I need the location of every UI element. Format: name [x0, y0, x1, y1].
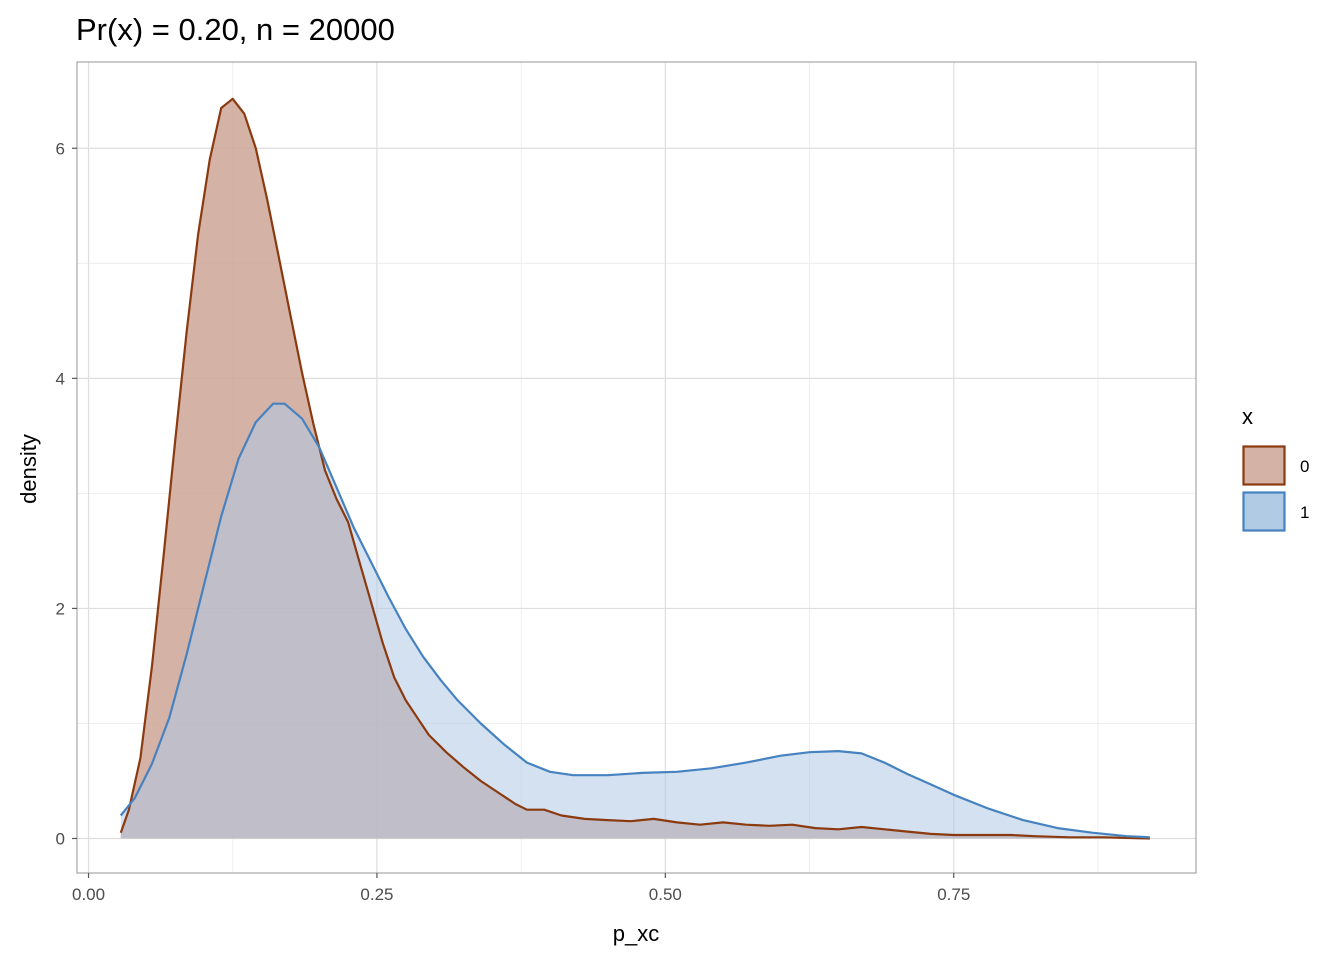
x-tick-label: 0.00	[72, 885, 105, 904]
x-tick-label: 0.50	[649, 885, 682, 904]
plot-panel: 0.00 0.25 0.50 0.75 0 2 4 6	[56, 61, 1197, 904]
density-line-1	[119, 402, 1150, 839]
legend-title: x	[1242, 404, 1253, 429]
legend: x 0 1	[1242, 404, 1309, 532]
x-axis-label: p_xc	[613, 921, 659, 946]
y-tick-label: 2	[56, 599, 65, 618]
legend-label-0: 0	[1300, 457, 1309, 476]
panel-border	[76, 61, 1197, 874]
y-axis-label: density	[16, 434, 41, 504]
y-tick-label: 0	[56, 829, 65, 848]
legend-label-1: 1	[1300, 503, 1309, 522]
chart-title: Pr(x) = 0.20, n = 20000	[76, 12, 395, 47]
legend-key-0	[1242, 445, 1286, 486]
x-tick-label: 0.75	[937, 885, 970, 904]
y-tick-label: 6	[56, 139, 65, 158]
density-area-1	[120, 403, 1150, 839]
legend-key-1	[1242, 491, 1286, 532]
density-line-0	[119, 97, 1150, 840]
x-tick-label: 0.25	[360, 885, 393, 904]
y-tick-label: 4	[56, 369, 65, 388]
